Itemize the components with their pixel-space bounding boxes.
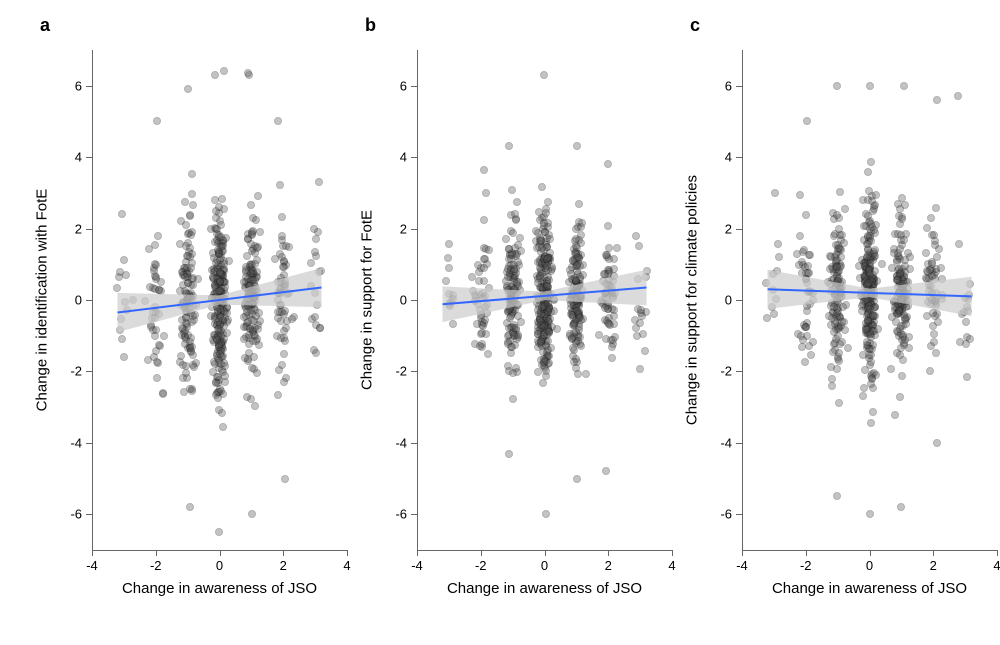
y-tick <box>736 443 742 444</box>
plot-area-c <box>742 50 997 550</box>
y-tick-label: -2 <box>395 364 407 379</box>
x-tick-label: -4 <box>411 558 423 573</box>
y-tick <box>86 371 92 372</box>
x-tick <box>545 550 546 556</box>
y-tick-label: -4 <box>70 435 82 450</box>
x-tick-label: -2 <box>475 558 487 573</box>
figure: a -4 -2 0 2 4 -6 -4 -2 0 2 4 6 Change in awareness of… <box>0 0 1000 645</box>
plot-area-b <box>417 50 672 550</box>
y-tick-label: 2 <box>400 221 407 236</box>
regression-overlay <box>742 50 997 550</box>
x-tick <box>997 550 998 556</box>
y-tick-label: 6 <box>400 78 407 93</box>
x-tick <box>92 550 93 556</box>
regression-overlay <box>92 50 347 550</box>
y-tick-label: -2 <box>70 364 82 379</box>
x-axis-label: Change in awareness of JSO <box>122 580 317 597</box>
x-axis-label: Change in awareness of JSO <box>447 580 642 597</box>
y-tick-label: 2 <box>725 221 732 236</box>
y-tick <box>86 157 92 158</box>
x-tick <box>156 550 157 556</box>
x-tick-label: 0 <box>541 558 548 573</box>
x-tick-label: 4 <box>343 558 350 573</box>
y-axis-spine <box>92 50 93 550</box>
y-tick <box>736 86 742 87</box>
x-tick-label: -4 <box>736 558 748 573</box>
x-axis-label: Change in awareness of JSO <box>772 580 967 597</box>
x-tick-label: 4 <box>993 558 1000 573</box>
regression-overlay <box>417 50 672 550</box>
y-tick <box>411 229 417 230</box>
x-tick-label: 4 <box>668 558 675 573</box>
panel-label-a: a <box>40 15 50 36</box>
x-tick-label: -2 <box>800 558 812 573</box>
x-tick <box>417 550 418 556</box>
x-tick <box>220 550 221 556</box>
x-tick <box>933 550 934 556</box>
y-tick-label: 0 <box>75 293 82 308</box>
x-tick-label: -4 <box>86 558 98 573</box>
y-tick <box>411 371 417 372</box>
y-tick-label: -6 <box>395 507 407 522</box>
y-tick-label: 4 <box>725 150 732 165</box>
x-tick <box>608 550 609 556</box>
y-tick <box>736 371 742 372</box>
panel-label-b: b <box>365 15 376 36</box>
y-tick-label: 6 <box>725 78 732 93</box>
x-tick-label: 2 <box>280 558 287 573</box>
x-tick-label: 2 <box>930 558 937 573</box>
y-tick-label: -2 <box>720 364 732 379</box>
y-tick-label: 4 <box>75 150 82 165</box>
x-tick-label: 0 <box>216 558 223 573</box>
y-tick <box>86 514 92 515</box>
y-tick <box>736 514 742 515</box>
plot-area-a <box>92 50 347 550</box>
x-tick <box>481 550 482 556</box>
y-tick <box>86 86 92 87</box>
y-tick <box>736 300 742 301</box>
y-tick <box>411 300 417 301</box>
y-tick-label: 6 <box>75 78 82 93</box>
y-tick <box>86 300 92 301</box>
x-tick <box>283 550 284 556</box>
x-tick-label: 2 <box>605 558 612 573</box>
y-tick <box>411 514 417 515</box>
y-tick-label: -4 <box>395 435 407 450</box>
y-tick-label: -6 <box>70 507 82 522</box>
y-tick <box>86 443 92 444</box>
y-tick-label: 4 <box>400 150 407 165</box>
y-axis-label: Change in support for climate policies <box>684 175 701 425</box>
y-tick-label: -4 <box>720 435 732 450</box>
y-axis-spine <box>742 50 743 550</box>
panel-label-c: c <box>690 15 700 36</box>
y-tick-label: -6 <box>720 507 732 522</box>
y-tick <box>411 157 417 158</box>
y-axis-label: Change in support for FotE <box>359 210 376 390</box>
y-tick <box>411 86 417 87</box>
y-axis-spine <box>417 50 418 550</box>
x-tick <box>347 550 348 556</box>
y-tick-label: 0 <box>725 293 732 308</box>
y-tick <box>411 443 417 444</box>
x-tick <box>806 550 807 556</box>
x-tick <box>870 550 871 556</box>
y-tick <box>736 229 742 230</box>
y-axis-label: Change in identification with FotE <box>34 189 51 412</box>
x-tick-label: -2 <box>150 558 162 573</box>
y-tick-label: 2 <box>75 221 82 236</box>
x-tick-label: 0 <box>866 558 873 573</box>
y-tick <box>86 229 92 230</box>
x-tick <box>672 550 673 556</box>
y-tick-label: 0 <box>400 293 407 308</box>
x-tick <box>742 550 743 556</box>
y-tick <box>736 157 742 158</box>
